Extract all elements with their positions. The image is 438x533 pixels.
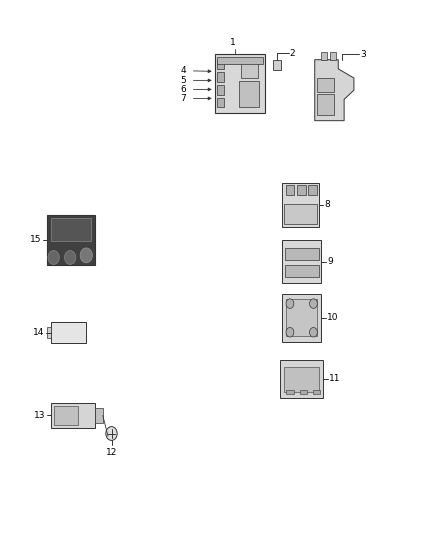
Text: 10: 10 bbox=[327, 313, 339, 322]
FancyBboxPatch shape bbox=[317, 78, 334, 92]
FancyBboxPatch shape bbox=[54, 406, 78, 425]
FancyBboxPatch shape bbox=[282, 240, 321, 284]
FancyBboxPatch shape bbox=[285, 248, 319, 260]
Text: 5: 5 bbox=[180, 76, 186, 85]
FancyBboxPatch shape bbox=[241, 62, 258, 78]
FancyBboxPatch shape bbox=[300, 390, 307, 394]
Circle shape bbox=[48, 251, 59, 264]
Text: 12: 12 bbox=[106, 448, 117, 457]
FancyBboxPatch shape bbox=[50, 217, 92, 241]
Circle shape bbox=[310, 327, 318, 337]
FancyBboxPatch shape bbox=[282, 183, 319, 227]
Text: 3: 3 bbox=[360, 50, 366, 59]
FancyBboxPatch shape bbox=[284, 204, 317, 223]
FancyBboxPatch shape bbox=[51, 403, 95, 428]
FancyBboxPatch shape bbox=[308, 185, 317, 195]
FancyBboxPatch shape bbox=[217, 98, 224, 108]
FancyBboxPatch shape bbox=[47, 215, 95, 265]
FancyBboxPatch shape bbox=[215, 54, 265, 113]
FancyBboxPatch shape bbox=[282, 294, 321, 342]
FancyBboxPatch shape bbox=[286, 185, 294, 195]
Text: 9: 9 bbox=[327, 257, 333, 266]
FancyBboxPatch shape bbox=[286, 300, 317, 336]
Text: 15: 15 bbox=[30, 235, 42, 244]
FancyBboxPatch shape bbox=[217, 56, 262, 64]
FancyBboxPatch shape bbox=[321, 52, 327, 60]
FancyBboxPatch shape bbox=[95, 408, 103, 423]
Text: 1: 1 bbox=[230, 38, 235, 47]
Circle shape bbox=[286, 299, 294, 309]
Text: 14: 14 bbox=[33, 328, 45, 337]
Circle shape bbox=[106, 426, 117, 440]
FancyBboxPatch shape bbox=[217, 72, 224, 82]
Polygon shape bbox=[315, 60, 354, 120]
FancyBboxPatch shape bbox=[217, 85, 224, 95]
FancyBboxPatch shape bbox=[297, 185, 306, 195]
Circle shape bbox=[310, 299, 318, 309]
FancyBboxPatch shape bbox=[317, 94, 334, 115]
Text: 8: 8 bbox=[325, 200, 331, 209]
FancyBboxPatch shape bbox=[51, 322, 86, 343]
Text: 7: 7 bbox=[180, 94, 186, 103]
FancyBboxPatch shape bbox=[286, 390, 294, 394]
FancyBboxPatch shape bbox=[217, 60, 224, 69]
FancyBboxPatch shape bbox=[284, 367, 319, 392]
FancyBboxPatch shape bbox=[285, 265, 319, 277]
Text: 13: 13 bbox=[34, 411, 46, 420]
FancyBboxPatch shape bbox=[47, 327, 51, 338]
FancyBboxPatch shape bbox=[330, 52, 336, 60]
Text: 2: 2 bbox=[290, 49, 295, 58]
Circle shape bbox=[64, 251, 76, 264]
FancyBboxPatch shape bbox=[313, 390, 321, 394]
FancyBboxPatch shape bbox=[273, 60, 281, 70]
Text: 11: 11 bbox=[329, 374, 341, 383]
Circle shape bbox=[286, 327, 294, 337]
Circle shape bbox=[80, 248, 92, 263]
FancyBboxPatch shape bbox=[239, 81, 259, 108]
Text: 6: 6 bbox=[180, 85, 186, 94]
Text: 4: 4 bbox=[181, 66, 186, 75]
FancyBboxPatch shape bbox=[280, 360, 323, 398]
